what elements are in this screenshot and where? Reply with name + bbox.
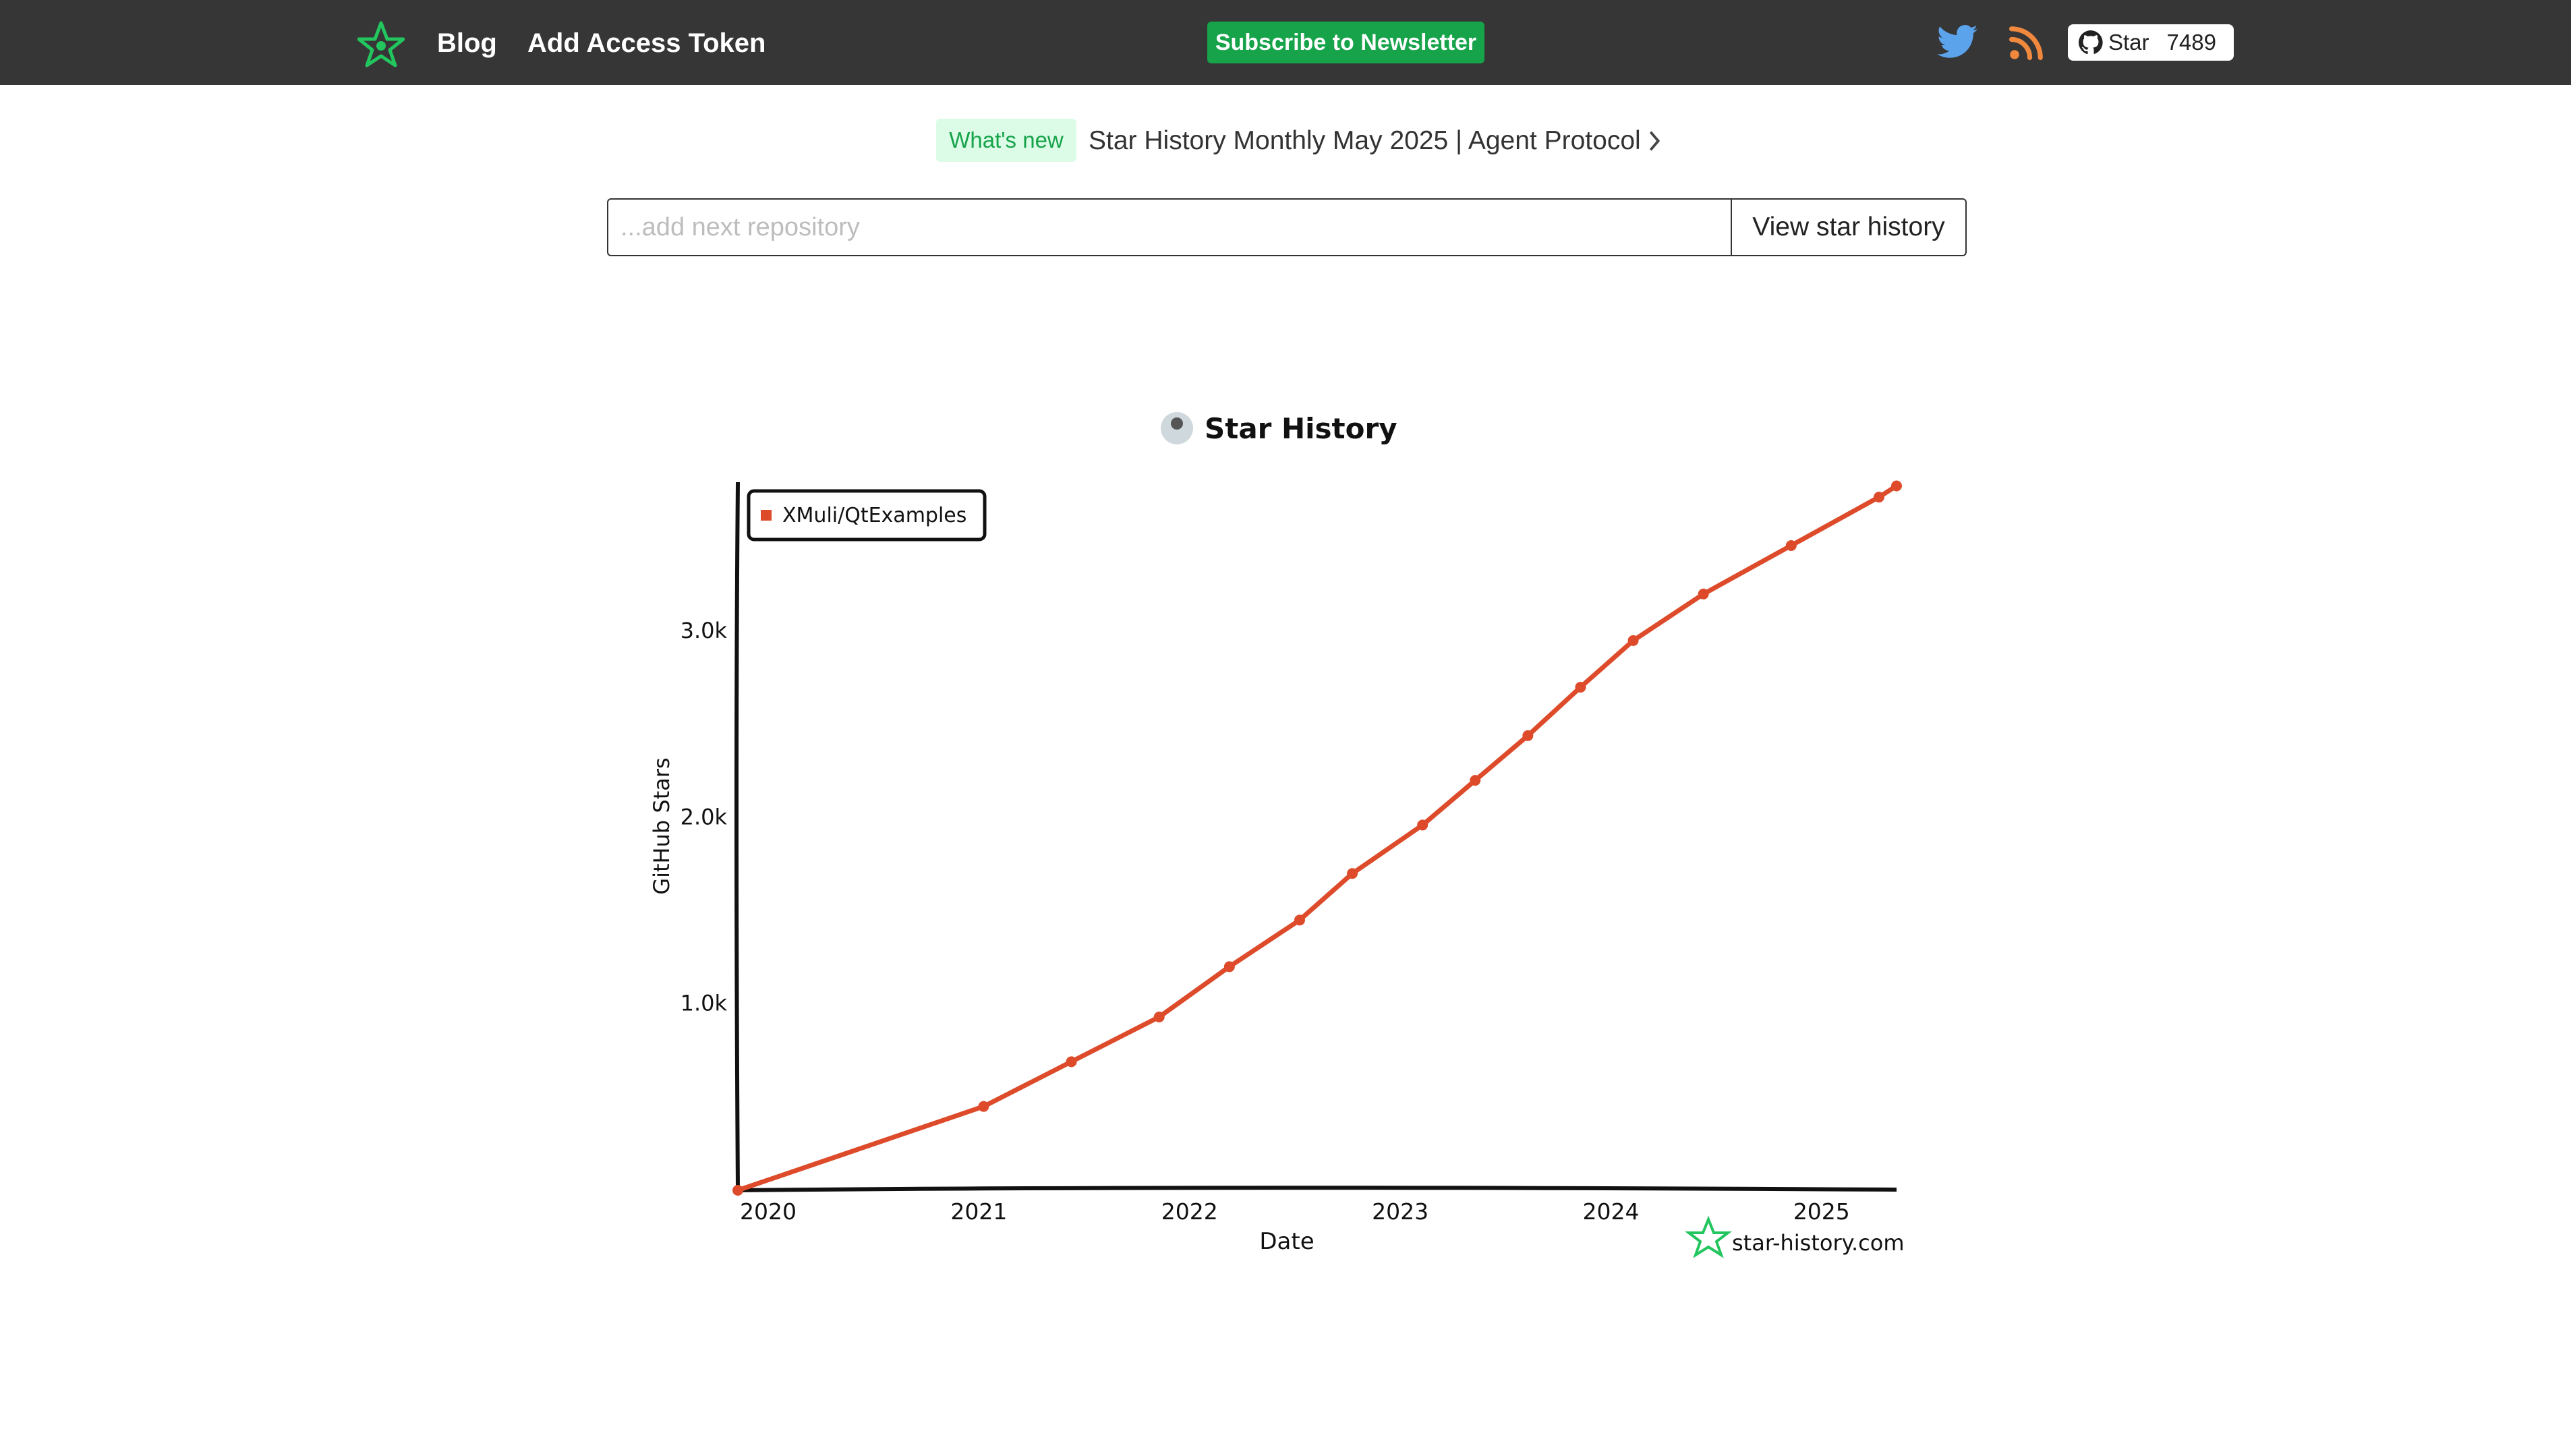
y-tick-label: 1.0k xyxy=(681,991,728,1016)
series-point xyxy=(1627,635,1639,646)
watermark-text: star-history.com xyxy=(1732,1230,1905,1256)
whats-new-badge: What's new xyxy=(936,119,1076,162)
series-point xyxy=(1153,1012,1165,1023)
series-line-xmuli-qtexamples xyxy=(735,484,1899,1193)
x-tick-label: 2022 xyxy=(1161,1198,1218,1225)
y-tick-label: 3.0k xyxy=(681,618,728,643)
series-point xyxy=(1066,1056,1077,1068)
series-point xyxy=(1522,730,1534,741)
series-point xyxy=(1294,914,1305,926)
view-star-history-button[interactable]: View star history xyxy=(1731,200,1965,255)
y-tick-labels: 1.0k 2.0k 3.0k xyxy=(681,618,728,1016)
github-star-count: 7489 xyxy=(2166,30,2216,55)
github-star-button[interactable]: Star 7489 xyxy=(2068,24,2234,61)
announcement-text: Star History Monthly May 2025 | Agent Pr… xyxy=(1089,126,1641,155)
series-point xyxy=(1470,775,1481,786)
nav-link-add-access-token[interactable]: Add Access Token xyxy=(527,28,766,58)
watermark-logo-icon xyxy=(1685,1215,1732,1258)
series-point xyxy=(1347,868,1358,879)
series-point xyxy=(732,1185,743,1196)
github-star-label: Star xyxy=(2108,30,2149,55)
series-point xyxy=(1417,819,1428,831)
watermark: star-history.com xyxy=(1685,1215,1905,1258)
x-tick-label: 2024 xyxy=(1582,1198,1639,1225)
announcement-link[interactable]: Star History Monthly May 2025 | Agent Pr… xyxy=(1089,121,1661,161)
repository-input[interactable] xyxy=(608,200,1731,255)
x-tick-label: 2021 xyxy=(950,1198,1007,1225)
chart-legend: XMuli/QtExamples xyxy=(747,489,987,542)
avatar-head xyxy=(1171,417,1183,430)
nav-link-blog[interactable]: Blog xyxy=(437,28,497,58)
github-icon xyxy=(2079,30,2103,55)
series-point xyxy=(1575,681,1586,693)
series-point xyxy=(1223,961,1235,972)
x-axis-line xyxy=(734,1186,1897,1192)
y-axis-line xyxy=(734,482,740,1191)
series-points xyxy=(732,480,1902,1196)
series-point xyxy=(1873,492,1884,503)
x-tick-label: 2025 xyxy=(1793,1198,1850,1225)
legend-box xyxy=(747,489,987,542)
top-nav-bar: Blog Add Access Token Subscribe to Newsl… xyxy=(0,0,2571,85)
chevron-right-icon xyxy=(1649,131,1660,151)
y-axis-label: GitHub Stars xyxy=(649,757,674,894)
subscribe-newsletter-button[interactable]: Subscribe to Newsletter xyxy=(1207,22,1484,63)
series-point xyxy=(1785,540,1797,551)
legend-swatch xyxy=(761,510,772,521)
y-tick-label: 2.0k xyxy=(681,804,728,829)
repository-search-bar: View star history xyxy=(607,198,1967,256)
series-point xyxy=(978,1101,989,1112)
twitter-icon[interactable] xyxy=(1937,24,1977,59)
x-tick-label: 2023 xyxy=(1372,1198,1428,1225)
x-tick-labels: 2020 2021 2022 2023 2024 2025 xyxy=(740,1198,1850,1225)
x-tick-label: 2020 xyxy=(740,1198,797,1225)
chart-title-group: Star History xyxy=(1161,412,1397,445)
series-point xyxy=(1891,480,1902,492)
chart-title: Star History xyxy=(1205,412,1397,445)
series-point xyxy=(1698,588,1709,600)
rss-icon[interactable] xyxy=(2009,24,2045,61)
star-history-logo-icon[interactable] xyxy=(357,20,405,67)
x-axis-label: Date xyxy=(1259,1228,1314,1255)
legend-label: XMuli/QtExamples xyxy=(782,504,966,527)
star-history-chart: Star History GitHub Stars Date 1.0k 2.0k 3… xyxy=(649,412,1905,1258)
